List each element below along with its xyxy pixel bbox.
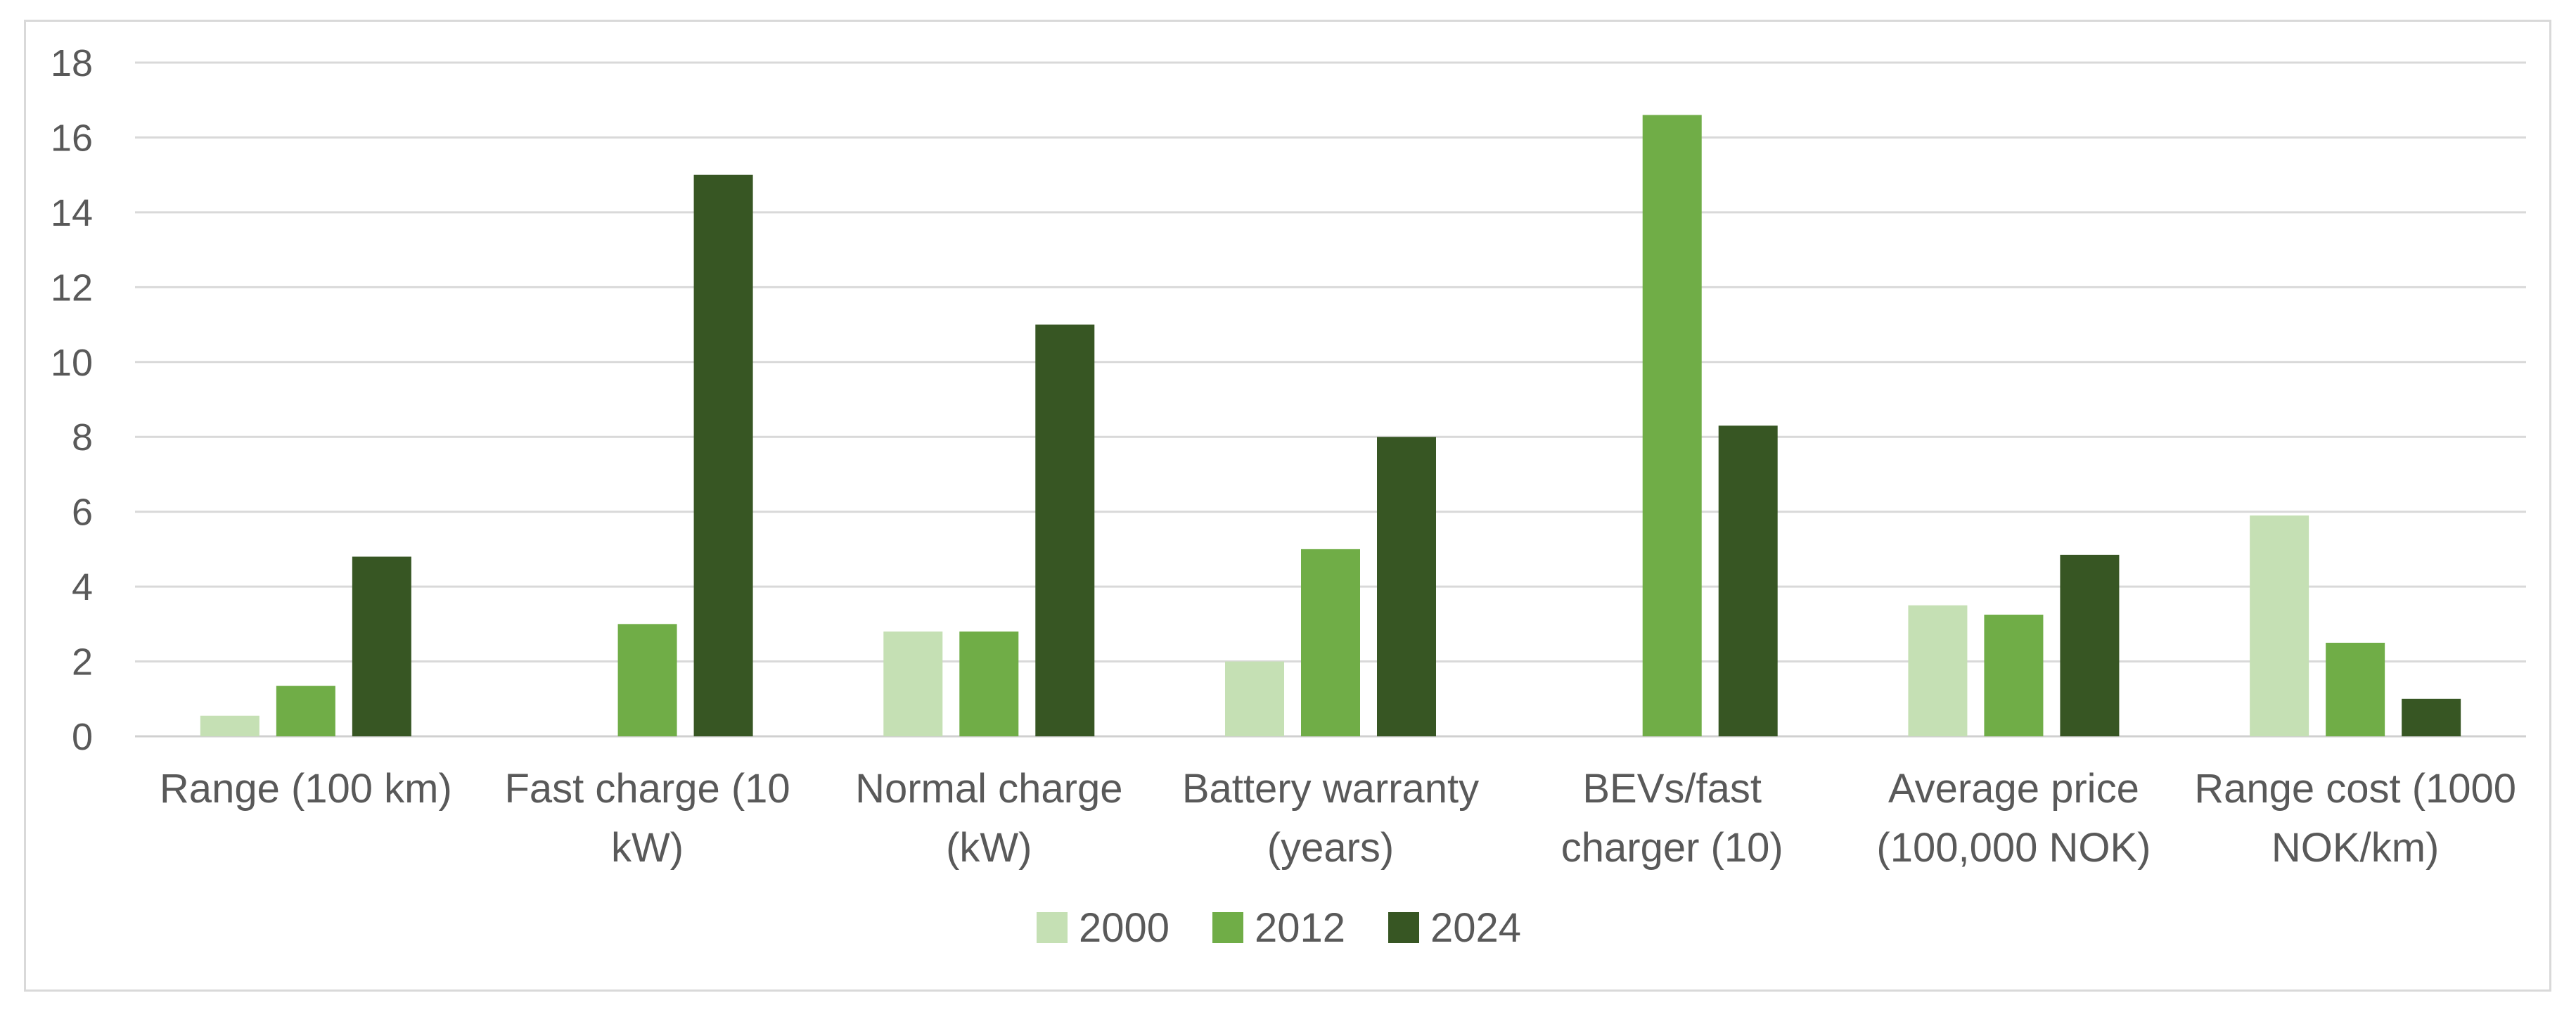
x-category-label: (100,000 NOK) — [1876, 825, 2151, 871]
gridlines — [135, 61, 2526, 738]
y-tick-label: 10 — [51, 342, 93, 384]
x-category-label: NOK/km) — [2271, 825, 2439, 871]
bar-2024-2 — [1035, 324, 1095, 736]
y-tick-label: 6 — [72, 492, 93, 534]
bar-2024-1 — [693, 174, 753, 736]
legend-label-2024: 2024 — [1430, 905, 1521, 951]
bar-2012-5 — [1984, 615, 2044, 736]
bar-2000-3 — [1225, 661, 1284, 736]
legend-label-2012: 2012 — [1255, 905, 1345, 951]
bar-2000-2 — [883, 631, 943, 736]
x-category-label: Normal charge — [855, 766, 1122, 812]
bar-2024-0 — [352, 556, 411, 736]
legend-swatch-2012 — [1212, 912, 1243, 943]
x-category-label: Range cost (1000 — [2194, 766, 2516, 812]
bar-2024-5 — [2060, 554, 2120, 736]
bar-2024-4 — [1718, 425, 1778, 736]
x-category-label: (kW) — [946, 825, 1032, 871]
x-category-label: charger (10) — [1561, 825, 1783, 871]
bar-2012-1 — [617, 624, 677, 736]
bar-2000-0 — [200, 715, 259, 736]
legend-swatch-2000 — [1037, 912, 1068, 943]
bar-2012-0 — [276, 686, 335, 736]
y-tick-label: 14 — [51, 192, 93, 234]
bar-2012-4 — [1642, 115, 1702, 736]
chart-frame: 0 2 4 6 8 10 12 14 16 18 Range (100 km) Fast charg… — [24, 20, 2551, 992]
bar-2012-3 — [1301, 549, 1360, 736]
y-tick-label: 4 — [72, 566, 93, 608]
bar-2024-3 — [1377, 437, 1436, 736]
legend: 2000 2012 2024 — [1037, 905, 1521, 951]
bar-2012-6 — [2326, 642, 2385, 736]
bar-chart: 0 2 4 6 8 10 12 14 16 18 Range (100 km) Fast charg… — [51, 42, 2526, 951]
x-category-label: (years) — [1267, 825, 1394, 871]
x-category-label: kW) — [611, 825, 684, 871]
bar-2012-2 — [959, 631, 1019, 736]
x-category-label: Battery warranty — [1182, 766, 1479, 812]
y-tick-label: 2 — [72, 641, 93, 684]
bar-2000-6 — [2250, 515, 2309, 736]
y-tick-label: 16 — [51, 117, 93, 159]
legend-label-2000: 2000 — [1079, 905, 1170, 951]
y-tick-label: 12 — [51, 267, 93, 309]
bar-2000-5 — [1908, 605, 1968, 736]
bar-2024-6 — [2402, 698, 2461, 736]
y-tick-label: 0 — [72, 716, 93, 758]
bars — [200, 115, 2461, 736]
x-category-label: BEVs/fast — [1582, 766, 1762, 812]
y-tick-label: 18 — [51, 42, 93, 84]
y-tick-label: 8 — [72, 416, 93, 459]
x-category-label: Average price — [1888, 766, 2139, 812]
legend-swatch-2024 — [1388, 912, 1419, 943]
y-axis-tick-labels: 0 2 4 6 8 10 12 14 16 18 — [51, 42, 93, 758]
x-category-label: Fast charge (10 — [504, 766, 790, 812]
x-category-label: Range (100 km) — [160, 766, 452, 812]
x-axis-category-labels: Range (100 km) Fast charge (10 kW) Normal c… — [160, 766, 2516, 871]
